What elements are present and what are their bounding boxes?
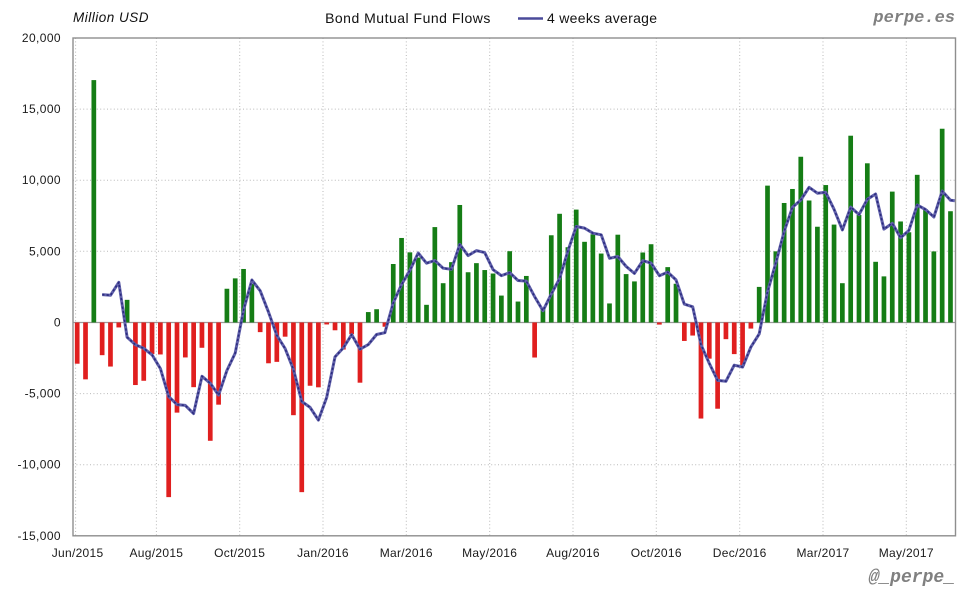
svg-text:Mar/2017: Mar/2017: [796, 546, 849, 560]
svg-text:5,000: 5,000: [29, 244, 61, 258]
svg-text:May/2017: May/2017: [879, 546, 934, 560]
svg-text:20,000: 20,000: [22, 31, 61, 45]
svg-text:Bond Mutual Fund Flows: Bond Mutual Fund Flows: [325, 10, 491, 26]
svg-text:Million USD: Million USD: [73, 10, 149, 25]
svg-text:-10,000: -10,000: [18, 458, 62, 472]
svg-text:Jan/2016: Jan/2016: [297, 546, 349, 560]
svg-text:perpe.es: perpe.es: [872, 9, 955, 28]
svg-text:Aug/2015: Aug/2015: [130, 546, 184, 560]
svg-text:0: 0: [54, 316, 61, 330]
svg-text:@_perpe_: @_perpe_: [869, 568, 955, 588]
svg-text:Oct/2015: Oct/2015: [214, 546, 265, 560]
svg-text:Oct/2016: Oct/2016: [631, 546, 682, 560]
svg-text:10,000: 10,000: [22, 173, 61, 187]
svg-text:Jun/2015: Jun/2015: [52, 546, 104, 560]
svg-text:Mar/2016: Mar/2016: [380, 546, 433, 560]
svg-text:May/2016: May/2016: [462, 546, 517, 560]
svg-text:Dec/2016: Dec/2016: [713, 546, 767, 560]
svg-text:-15,000: -15,000: [18, 529, 62, 543]
svg-text:Aug/2016: Aug/2016: [546, 546, 600, 560]
svg-text:-5,000: -5,000: [25, 387, 61, 401]
svg-text:15,000: 15,000: [22, 102, 61, 116]
svg-text:4 weeks average: 4 weeks average: [547, 10, 657, 26]
